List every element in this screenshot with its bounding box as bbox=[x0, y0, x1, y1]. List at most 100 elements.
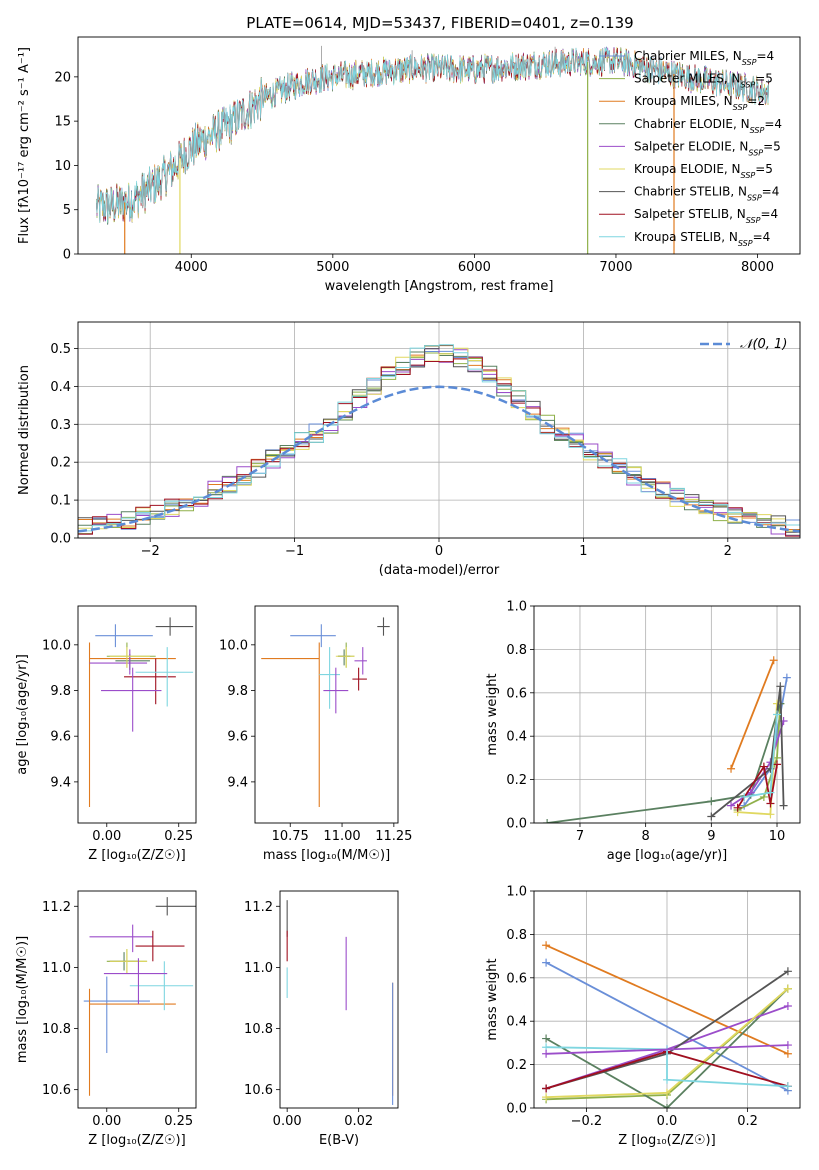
legend-label: Chabrier MILES, NSSP=4 bbox=[634, 49, 774, 67]
x-axis-label: Z [log₁₀(Z/Z☉)] bbox=[88, 1133, 185, 1148]
legend-label: 𝒩(0, 1) bbox=[740, 337, 787, 352]
y-tick-label: 0.4 bbox=[506, 1015, 527, 1030]
x-tick-label: 7 bbox=[576, 829, 584, 844]
y-tick-label: 0.0 bbox=[50, 532, 71, 547]
legend-label: Salpeter STELIB, NSSP=4 bbox=[634, 207, 778, 225]
x-axis-label: (data-model)/error bbox=[379, 563, 500, 578]
y-tick-label: 10.0 bbox=[219, 638, 248, 653]
series-point bbox=[663, 1075, 671, 1084]
series-point bbox=[766, 799, 775, 808]
age-vs-mass-panel: 10.75 11.00 11.25 9.4 9.6 9.8 10.0 mass [log₁₀(… bbox=[219, 605, 412, 863]
x-tick-label: 8 bbox=[642, 829, 650, 844]
y-tick-label: 0.2 bbox=[506, 773, 527, 788]
x-tick-label: 11.00 bbox=[323, 829, 360, 844]
y-axis-label: Normed distribution bbox=[17, 365, 32, 495]
x-tick-label: −1 bbox=[285, 544, 304, 559]
y-tick-label: 9.8 bbox=[227, 684, 248, 699]
x-axis-label: age [log₁₀(age/yr)] bbox=[607, 848, 728, 863]
series-point bbox=[783, 1041, 792, 1050]
y-tick-label: 11.0 bbox=[42, 961, 71, 976]
y-tick-label: 11.2 bbox=[42, 900, 71, 915]
x-tick-label: 0.2 bbox=[737, 1114, 758, 1129]
series-point bbox=[782, 673, 791, 682]
y-tick-label: 0.6 bbox=[506, 686, 527, 701]
series-line bbox=[545, 944, 789, 1055]
series-point bbox=[542, 1034, 551, 1043]
x-tick-label: 10 bbox=[769, 829, 786, 844]
grid bbox=[534, 605, 800, 824]
axes-frame bbox=[77, 890, 197, 1109]
plot-area bbox=[96, 45, 769, 254]
y-tick-label: 0.8 bbox=[506, 643, 527, 658]
series-point bbox=[542, 941, 551, 950]
y-tick-label: 9.8 bbox=[50, 684, 71, 699]
y-tick-label: 10.8 bbox=[42, 1022, 71, 1037]
y-tick-label: 0.0 bbox=[506, 1102, 527, 1117]
age-vs-metallicity-panel: 0.00 0.25 9.4 9.6 9.8 10.0 Z [log₁₀(Z/Z☉)] age … bbox=[15, 605, 197, 863]
y-tick-label: 15 bbox=[54, 115, 71, 130]
series-point bbox=[663, 1104, 671, 1108]
series-line bbox=[730, 659, 775, 770]
x-axis-label: Z [log₁₀(Z/Z☉)] bbox=[618, 1133, 715, 1148]
mass-vs-ebv-panel: 0.00 0.02 10.6 10.8 11.0 11.2 E(B-V) bbox=[244, 890, 399, 1148]
series-point bbox=[663, 1088, 671, 1097]
spectrum-panel: 4000 5000 6000 7000 8000 0 5 10 15 20 wavelength [… bbox=[17, 36, 801, 294]
series-point bbox=[769, 656, 778, 665]
y-axis-label: age [log₁₀(age/yr)] bbox=[15, 654, 30, 775]
x-tick-label: 0 bbox=[435, 544, 443, 559]
series-line bbox=[546, 1046, 788, 1088]
y-tick-label: 10 bbox=[54, 159, 71, 174]
plot-area bbox=[83, 897, 196, 1096]
plot-area bbox=[88, 617, 194, 808]
x-tick-label: −0.2 bbox=[571, 1114, 603, 1129]
y-tick-label: 11.0 bbox=[244, 961, 273, 976]
plot-area bbox=[78, 344, 800, 538]
x-tick-label: 1 bbox=[579, 544, 587, 559]
series-point bbox=[707, 812, 716, 821]
plot-area bbox=[261, 617, 390, 808]
plot-area bbox=[542, 941, 792, 1108]
axes-frame bbox=[533, 890, 801, 1109]
legend-label: Kroupa MILES, NSSP=2 bbox=[634, 94, 765, 112]
y-tick-label: 0.2 bbox=[50, 456, 71, 471]
x-tick-label: 11.25 bbox=[375, 829, 412, 844]
x-tick-label: 5000 bbox=[316, 260, 349, 275]
x-axis-label: E(B-V) bbox=[319, 1133, 359, 1148]
series-line bbox=[736, 764, 778, 809]
legend-label: Chabrier ELODIE, NSSP=4 bbox=[634, 117, 782, 135]
y-tick-label: 1.0 bbox=[506, 885, 527, 900]
y-tick-label: 0.2 bbox=[506, 1058, 527, 1073]
y-tick-label: 11.2 bbox=[244, 900, 273, 915]
mass-weight-vs-age-panel: 7 8 9 10 0.0 0.2 0.4 0.6 0.8 1.0 age [log₁₀(age/yr… bbox=[485, 600, 801, 863]
x-tick-label: 0.25 bbox=[164, 1114, 193, 1129]
series-line bbox=[546, 703, 782, 823]
axes-frame bbox=[77, 36, 801, 255]
series-point bbox=[727, 764, 736, 773]
legend: Chabrier MILES, NSSP=4 Salpeter MILES, NS… bbox=[599, 49, 782, 247]
y-tick-label: 9.4 bbox=[227, 775, 248, 790]
x-tick-label: 9 bbox=[707, 829, 715, 844]
figure-title: PLATE=0614, MJD=53437, FIBERID=0401, z=0… bbox=[246, 14, 633, 32]
series-point bbox=[707, 797, 716, 806]
series-point bbox=[543, 819, 552, 823]
x-axis-label: wavelength [Angstrom, rest frame] bbox=[325, 279, 554, 294]
y-tick-label: 0.1 bbox=[50, 494, 71, 509]
x-tick-label: 4000 bbox=[175, 260, 208, 275]
y-tick-label: 0.6 bbox=[506, 971, 527, 986]
x-tick-label: 0.00 bbox=[273, 1114, 302, 1129]
series-point bbox=[542, 958, 551, 967]
residual-histogram-panel: −2 −1 0 1 2 0.0 0.1 0.2 0.3 0.4 0.5 (data-model)/er… bbox=[17, 321, 801, 578]
x-tick-label: 0.02 bbox=[344, 1114, 373, 1129]
series-point bbox=[542, 1084, 551, 1093]
series-point bbox=[542, 1049, 551, 1058]
x-tick-label: 10.75 bbox=[272, 829, 309, 844]
x-tick-label: 0.0 bbox=[657, 1114, 678, 1129]
x-tick-label: 8000 bbox=[741, 260, 774, 275]
series-point bbox=[727, 801, 736, 810]
y-tick-label: 9.4 bbox=[50, 775, 71, 790]
series-point bbox=[766, 788, 775, 797]
y-axis-label: mass weight bbox=[485, 958, 500, 1040]
x-tick-label: 0.00 bbox=[92, 829, 121, 844]
y-tick-label: 0.4 bbox=[50, 380, 71, 395]
